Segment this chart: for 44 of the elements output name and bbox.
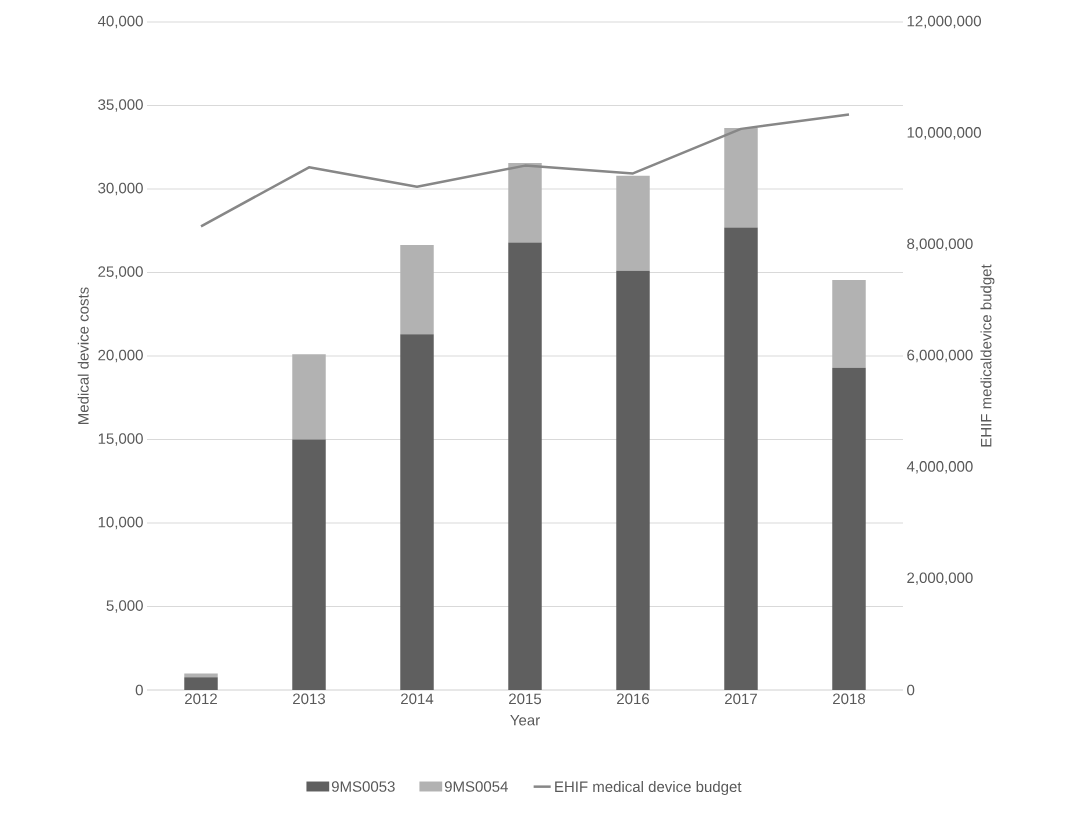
bar [184, 673, 218, 678]
x-axis-title: Year [510, 715, 540, 726]
bar [616, 175, 650, 271]
y2-tick-label: 12,000,000 [907, 15, 981, 29]
y-tick-label: 20,000 [98, 349, 143, 363]
bar [616, 270, 650, 690]
y-axis-title: Medical device costs [77, 287, 89, 424]
bar [400, 334, 434, 690]
bar [832, 367, 866, 690]
y-tick-label: 25,000 [98, 266, 143, 279]
y2-tick-label: 2,000,000 [907, 572, 973, 585]
legend-label: 9MS0054 [444, 781, 508, 792]
y-tick-label: 0 [135, 684, 143, 696]
bar [724, 227, 758, 690]
line-series [199, 113, 851, 228]
x-tick-label: 2017 [725, 693, 757, 705]
bar [508, 242, 542, 690]
y2-tick-label: 10,000,000 [907, 127, 981, 140]
y-tick-label: 30,000 [98, 182, 143, 196]
x-tick-label: 2012 [185, 693, 217, 705]
bar [832, 280, 866, 368]
y2-tick-label: 8,000,000 [907, 238, 973, 251]
y-tick-label: 40,000 [97, 15, 143, 29]
y2-axis-title: EHIF medicaldevice budget [980, 264, 995, 447]
bar [292, 439, 326, 690]
y-tick-label: 35,000 [98, 99, 143, 112]
x-tick-label: 2018 [833, 693, 866, 705]
bar [724, 128, 758, 228]
bar [292, 354, 326, 440]
y-tick-label: 10,000 [98, 516, 143, 530]
x-tick-label: 2015 [509, 693, 542, 705]
y2-tick-label: 4,000,000 [906, 461, 973, 474]
legend-label: 9MS0053 [331, 781, 395, 792]
y2-tick-label: 0 [907, 684, 915, 696]
bar [184, 677, 218, 690]
y-tick-label: 15,000 [98, 433, 143, 446]
x-tick-label: 2013 [293, 693, 326, 705]
legend-label: EHIF medical device budget [555, 781, 742, 795]
y2-tick-label: 6,000,000 [907, 349, 973, 363]
x-tick-label: 2016 [617, 693, 650, 705]
y-tick-label: 5,000 [106, 600, 143, 613]
bar [400, 244, 434, 335]
bar [508, 163, 542, 243]
x-tick-label: 2014 [401, 693, 434, 705]
